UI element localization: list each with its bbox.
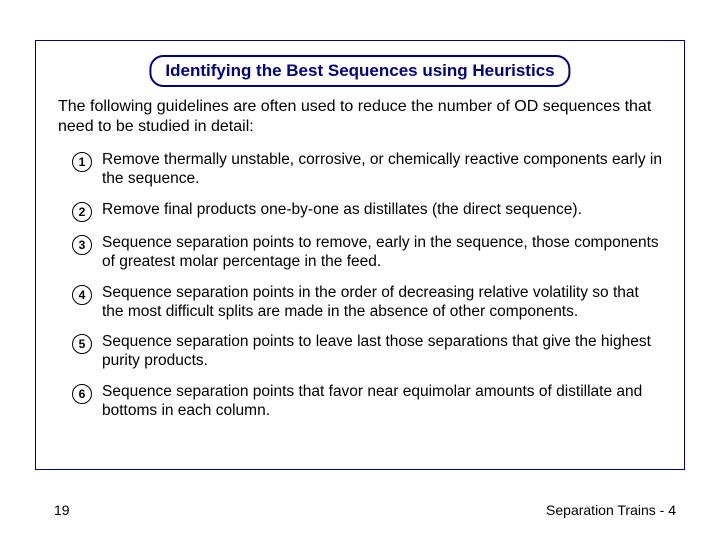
slide-title: Identifying the Best Sequences using Heu… <box>165 61 554 81</box>
title-box: Identifying the Best Sequences using Heu… <box>149 55 570 87</box>
guidelines-list: 1 Remove thermally unstable, corrosive, … <box>72 151 662 433</box>
circled-number-icon: 3 <box>72 235 92 255</box>
list-item: 6 Sequence separation points that favor … <box>72 383 662 421</box>
circled-number-icon: 5 <box>72 334 92 354</box>
list-item: 2 Remove final products one-by-one as di… <box>72 201 662 222</box>
slide-frame: Identifying the Best Sequences using Heu… <box>35 40 685 470</box>
list-item: 4 Sequence separation points in the orde… <box>72 284 662 322</box>
page-number: 19 <box>54 502 70 518</box>
intro-text: The following guidelines are often used … <box>58 97 662 137</box>
list-item: 5 Sequence separation points to leave la… <box>72 333 662 371</box>
circled-number-icon: 6 <box>72 384 92 404</box>
circled-number-icon: 2 <box>72 202 92 222</box>
list-item-text: Sequence separation points in the order … <box>102 284 662 322</box>
list-item: 1 Remove thermally unstable, corrosive, … <box>72 151 662 189</box>
list-item-text: Sequence separation points that favor ne… <box>102 383 662 421</box>
list-item-text: Sequence separation points to leave last… <box>102 333 662 371</box>
list-item-text: Sequence separation points to remove, ea… <box>102 234 662 272</box>
list-item: 3 Sequence separation points to remove, … <box>72 234 662 272</box>
circled-number-icon: 4 <box>72 285 92 305</box>
circled-number-icon: 1 <box>72 152 92 172</box>
footer-right: Separation Trains - 4 <box>546 502 676 518</box>
list-item-text: Remove thermally unstable, corrosive, or… <box>102 151 662 189</box>
list-item-text: Remove final products one-by-one as dist… <box>102 201 582 220</box>
